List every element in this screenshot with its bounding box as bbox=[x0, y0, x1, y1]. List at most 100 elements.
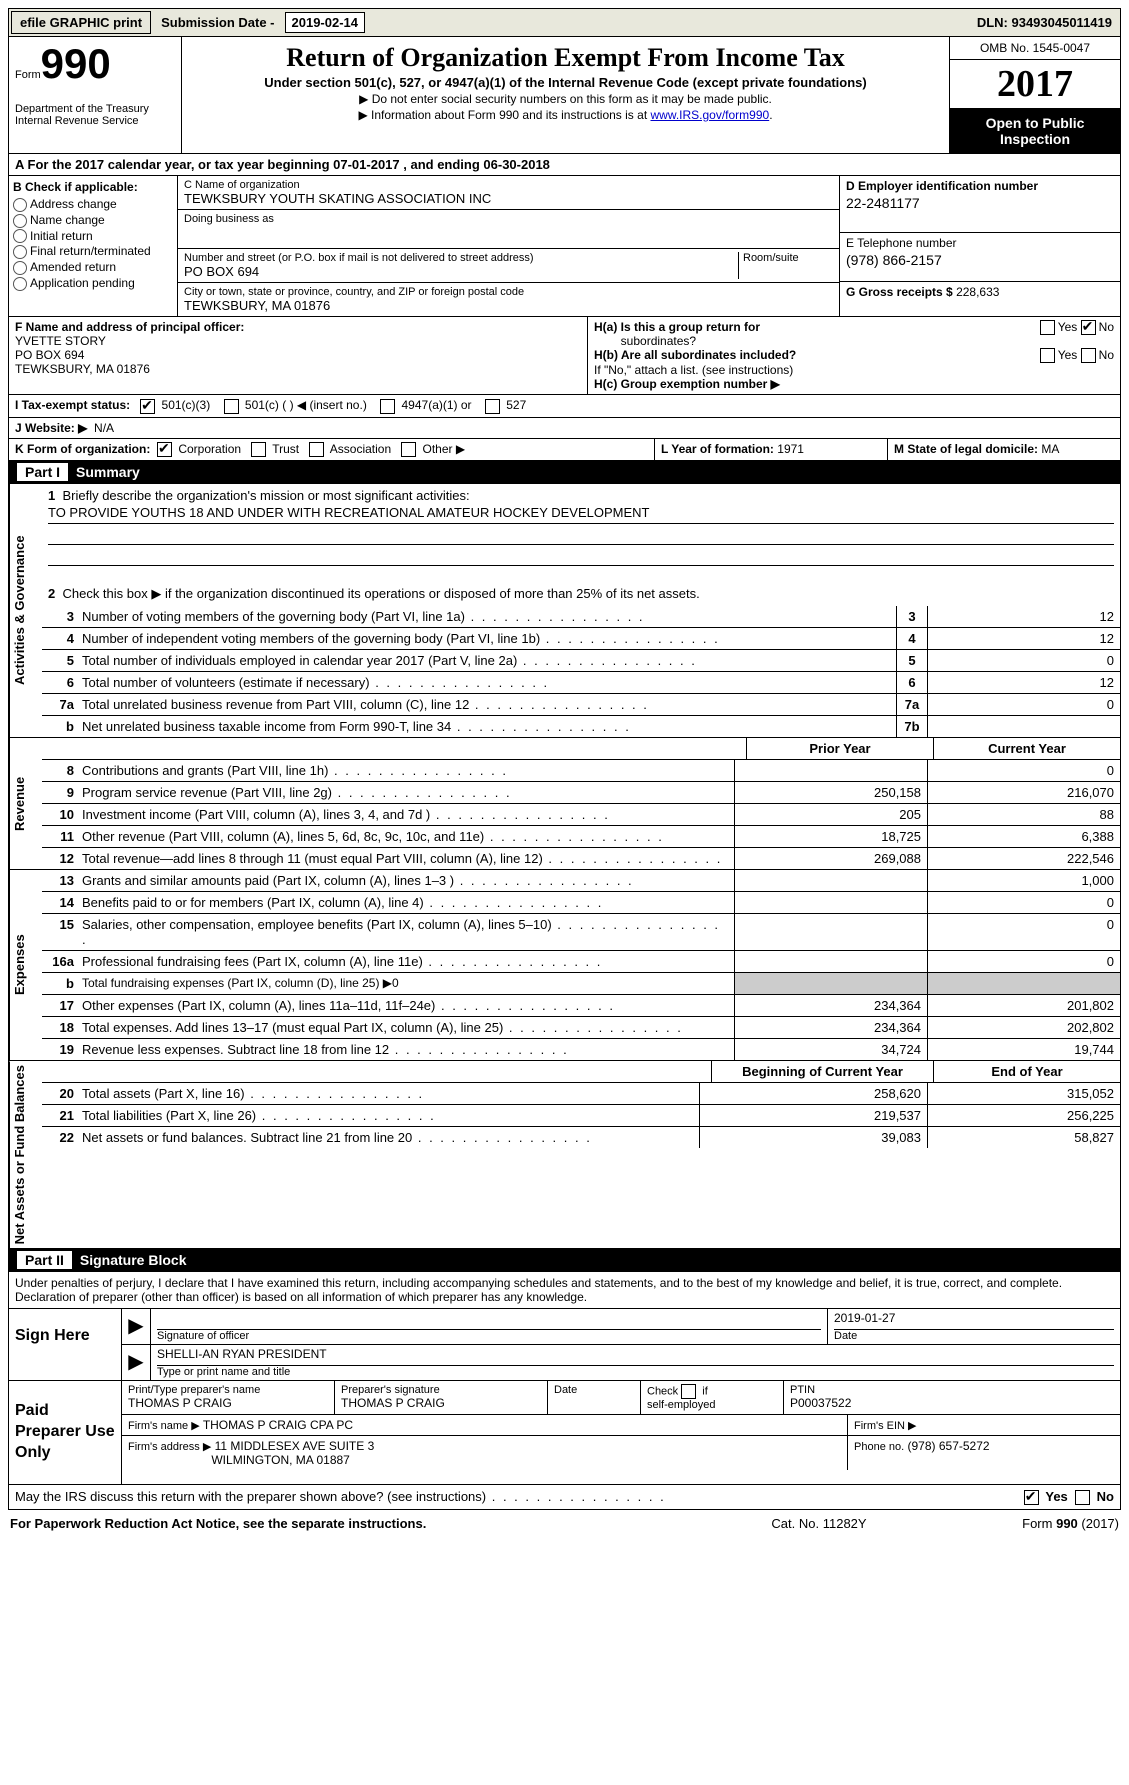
row-f-h: F Name and address of principal officer:… bbox=[8, 317, 1121, 395]
i-501c[interactable] bbox=[224, 399, 239, 414]
org-name: TEWKSBURY YOUTH SKATING ASSOCIATION INC bbox=[184, 191, 833, 206]
discuss-row: May the IRS discuss this return with the… bbox=[8, 1485, 1121, 1510]
discuss-yes[interactable] bbox=[1024, 1490, 1039, 1505]
vtab-revenue: Revenue bbox=[9, 738, 42, 869]
form-title: Return of Organization Exempt From Incom… bbox=[188, 43, 943, 73]
chk-amended[interactable]: Amended return bbox=[13, 260, 173, 275]
dept-treasury: Department of the Treasury bbox=[15, 103, 175, 115]
chk-final[interactable]: Final return/terminated bbox=[13, 244, 173, 259]
hb-yes[interactable] bbox=[1040, 348, 1055, 363]
section-b-c-d: B Check if applicable: Address change Na… bbox=[8, 176, 1121, 317]
vtab-net: Net Assets or Fund Balances bbox=[9, 1061, 42, 1248]
rev-line: 11Other revenue (Part VIII, column (A), … bbox=[42, 826, 1120, 848]
net-line: 21Total liabilities (Part X, line 26)219… bbox=[42, 1105, 1120, 1127]
ha-no[interactable] bbox=[1081, 320, 1096, 335]
rev-line: 8Contributions and grants (Part VIII, li… bbox=[42, 760, 1120, 782]
info-note: ▶ Information about Form 990 and its ins… bbox=[188, 108, 943, 122]
e-phone-label: E Telephone number bbox=[846, 236, 957, 250]
exp-line: 14Benefits paid to or for members (Part … bbox=[42, 892, 1120, 914]
irs-link[interactable]: www.IRS.gov/form990 bbox=[650, 108, 769, 122]
hb-no[interactable] bbox=[1081, 348, 1096, 363]
signature-block: Under penalties of perjury, I declare th… bbox=[8, 1272, 1121, 1381]
chk-initial[interactable]: Initial return bbox=[13, 229, 173, 244]
g-receipts-label: G Gross receipts $ bbox=[846, 285, 953, 299]
footer: For Paperwork Reduction Act Notice, see … bbox=[8, 1510, 1121, 1537]
dept-irs: Internal Revenue Service bbox=[15, 115, 175, 127]
k-corp[interactable] bbox=[157, 442, 172, 457]
paid-preparer-label: Paid Preparer Use Only bbox=[9, 1381, 122, 1483]
omb-number: OMB No. 1545-0047 bbox=[950, 37, 1120, 60]
f-label: F Name and address of principal officer: bbox=[15, 320, 244, 334]
gov-line: 7aTotal unrelated business revenue from … bbox=[42, 694, 1120, 716]
officer-print: SHELLI-AN RYAN PRESIDENT bbox=[157, 1347, 1114, 1366]
rev-line: 10Investment income (Part VIII, column (… bbox=[42, 804, 1120, 826]
vtab-expenses: Expenses bbox=[9, 870, 42, 1060]
exp-line: 19Revenue less expenses. Subtract line 1… bbox=[42, 1039, 1120, 1060]
gov-line: 3Number of voting members of the governi… bbox=[42, 606, 1120, 628]
expenses-section: Expenses 13Grants and similar amounts pa… bbox=[8, 870, 1121, 1061]
net-line: 20Total assets (Part X, line 16)258,6203… bbox=[42, 1083, 1120, 1105]
officer-addr2: TEWKSBURY, MA 01876 bbox=[15, 362, 150, 376]
submission-label: Submission Date - bbox=[157, 15, 278, 30]
part1-header: Part ISummary bbox=[8, 461, 1121, 484]
dba-label: Doing business as bbox=[184, 213, 833, 225]
k-assoc[interactable] bbox=[309, 442, 324, 457]
room-label: Room/suite bbox=[743, 252, 833, 264]
exp-line: 18Total expenses. Add lines 13–17 (must … bbox=[42, 1017, 1120, 1039]
dln: DLN: 93493045011419 bbox=[977, 15, 1118, 30]
ha-yes[interactable] bbox=[1040, 320, 1055, 335]
k-trust[interactable] bbox=[251, 442, 266, 457]
self-employed-check[interactable] bbox=[681, 1384, 696, 1399]
form-subtitle: Under section 501(c), 527, or 4947(a)(1)… bbox=[188, 75, 943, 90]
i-4947[interactable] bbox=[380, 399, 395, 414]
paid-preparer: Paid Preparer Use Only Print/Type prepar… bbox=[8, 1381, 1121, 1484]
mission-text: TO PROVIDE YOUTHS 18 AND UNDER WITH RECR… bbox=[48, 503, 1114, 524]
b-label: B Check if applicable: bbox=[13, 180, 173, 194]
net-line: 22Net assets or fund balances. Subtract … bbox=[42, 1127, 1120, 1148]
gov-line: 4Number of independent voting members of… bbox=[42, 628, 1120, 650]
city-label: City or town, state or province, country… bbox=[184, 286, 833, 298]
ssn-note: ▶ Do not enter social security numbers o… bbox=[188, 92, 943, 106]
part2-header: Part IISignature Block bbox=[8, 1249, 1121, 1272]
exp-line: bTotal fundraising expenses (Part IX, co… bbox=[42, 973, 1120, 995]
net-assets-section: Net Assets or Fund Balances Beginning of… bbox=[8, 1061, 1121, 1249]
i-501c3[interactable] bbox=[140, 399, 155, 414]
rev-line: 9Program service revenue (Part VIII, lin… bbox=[42, 782, 1120, 804]
open-to-public: Open to PublicInspection bbox=[950, 109, 1120, 153]
receipts-value: 228,633 bbox=[956, 285, 999, 299]
rev-line: 12Total revenue—add lines 8 through 11 (… bbox=[42, 848, 1120, 869]
d-ein-label: D Employer identification number bbox=[846, 179, 1038, 193]
addr-value: PO BOX 694 bbox=[184, 264, 738, 279]
gov-line: bNet unrelated business taxable income f… bbox=[42, 716, 1120, 737]
vtab-activities: Activities & Governance bbox=[9, 484, 42, 737]
activities-governance: Activities & Governance 1 Briefly descri… bbox=[8, 484, 1121, 738]
gov-line: 5Total number of individuals employed in… bbox=[42, 650, 1120, 672]
discuss-no[interactable] bbox=[1075, 1490, 1090, 1505]
c-name-label: C Name of organization bbox=[184, 179, 833, 191]
sign-here-label: Sign Here bbox=[9, 1309, 122, 1380]
perjury-declaration: Under penalties of perjury, I declare th… bbox=[9, 1272, 1120, 1309]
arrow-icon: ▶ bbox=[122, 1309, 151, 1344]
chk-pending[interactable]: Application pending bbox=[13, 276, 173, 291]
row-a-period: A For the 2017 calendar year, or tax yea… bbox=[8, 154, 1121, 176]
gov-line: 6Total number of volunteers (estimate if… bbox=[42, 672, 1120, 694]
chk-name[interactable]: Name change bbox=[13, 213, 173, 228]
i-527[interactable] bbox=[485, 399, 500, 414]
row-klm: K Form of organization: Corporation Trus… bbox=[8, 439, 1121, 461]
submission-date: 2019-02-14 bbox=[285, 12, 366, 33]
addr-label: Number and street (or P.O. box if mail i… bbox=[184, 252, 738, 264]
exp-line: 17Other expenses (Part IX, column (A), l… bbox=[42, 995, 1120, 1017]
exp-line: 16aProfessional fundraising fees (Part I… bbox=[42, 951, 1120, 973]
phone-value: (978) 866-2157 bbox=[846, 252, 1114, 268]
chk-address[interactable]: Address change bbox=[13, 197, 173, 212]
exp-line: 15Salaries, other compensation, employee… bbox=[42, 914, 1120, 951]
revenue-section: Revenue Prior YearCurrent Year 8Contribu… bbox=[8, 738, 1121, 870]
efile-button[interactable]: efile GRAPHIC print bbox=[11, 11, 151, 34]
tax-year: 2017 bbox=[950, 60, 1120, 109]
ein-value: 22-2481177 bbox=[846, 195, 1114, 211]
city-value: TEWKSBURY, MA 01876 bbox=[184, 298, 833, 313]
officer-name: YVETTE STORY bbox=[15, 334, 106, 348]
top-bar: efile GRAPHIC print Submission Date - 20… bbox=[8, 8, 1121, 37]
form-label: Form bbox=[15, 69, 41, 81]
k-other[interactable] bbox=[401, 442, 416, 457]
